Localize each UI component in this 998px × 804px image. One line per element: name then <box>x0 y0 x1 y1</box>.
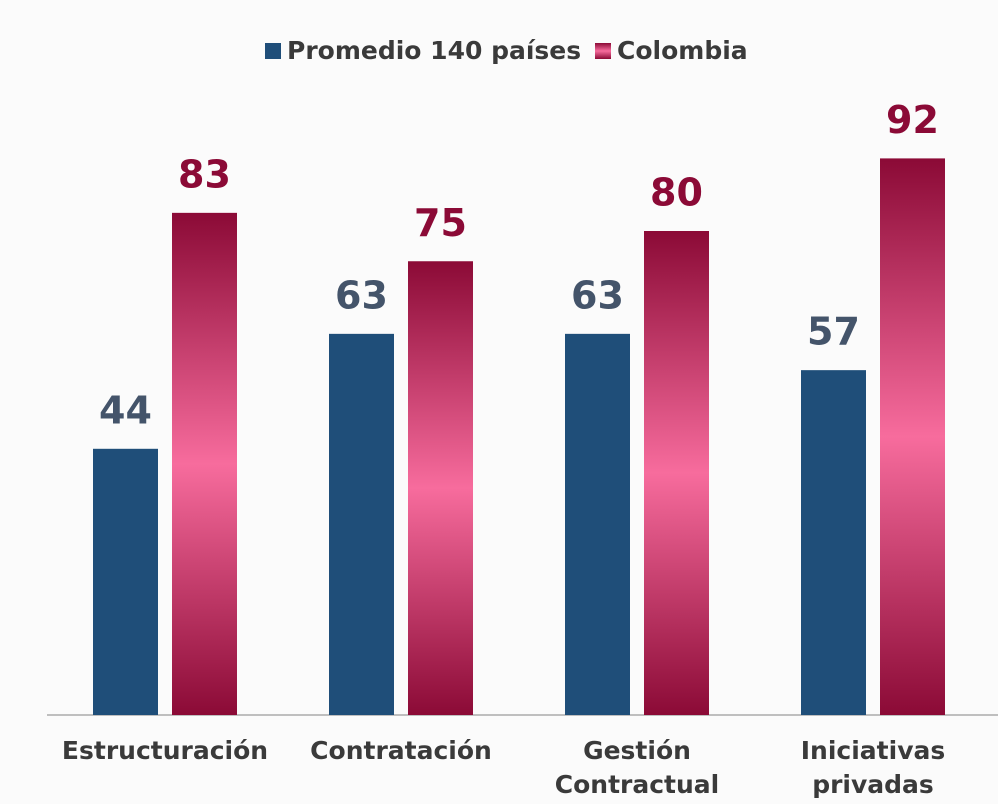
bar <box>565 333 630 715</box>
value-label: 63 <box>335 273 388 317</box>
value-label: 83 <box>178 152 231 196</box>
x-tick-label: Estructuración <box>62 736 268 765</box>
value-label: 92 <box>886 98 939 142</box>
bar <box>408 261 473 715</box>
x-tick-label: Gestión Contractual <box>555 736 719 799</box>
legend-label: Colombia <box>617 36 748 65</box>
bar <box>880 158 945 715</box>
value-label: 75 <box>414 201 467 245</box>
value-label: 44 <box>99 388 152 432</box>
value-label: 80 <box>650 171 703 215</box>
value-label: 63 <box>571 273 624 317</box>
x-tick-label: Contratación <box>310 736 492 765</box>
bar <box>644 231 709 715</box>
bar <box>329 333 394 715</box>
bar <box>172 212 237 715</box>
bar <box>801 370 866 715</box>
legend-label: Promedio 140 países <box>287 36 581 65</box>
x-tick-label: Iniciativas privadas <box>801 736 946 799</box>
legend-swatch <box>595 43 611 59</box>
value-label: 57 <box>807 310 860 354</box>
legend-swatch <box>265 43 281 59</box>
bar <box>93 448 158 715</box>
